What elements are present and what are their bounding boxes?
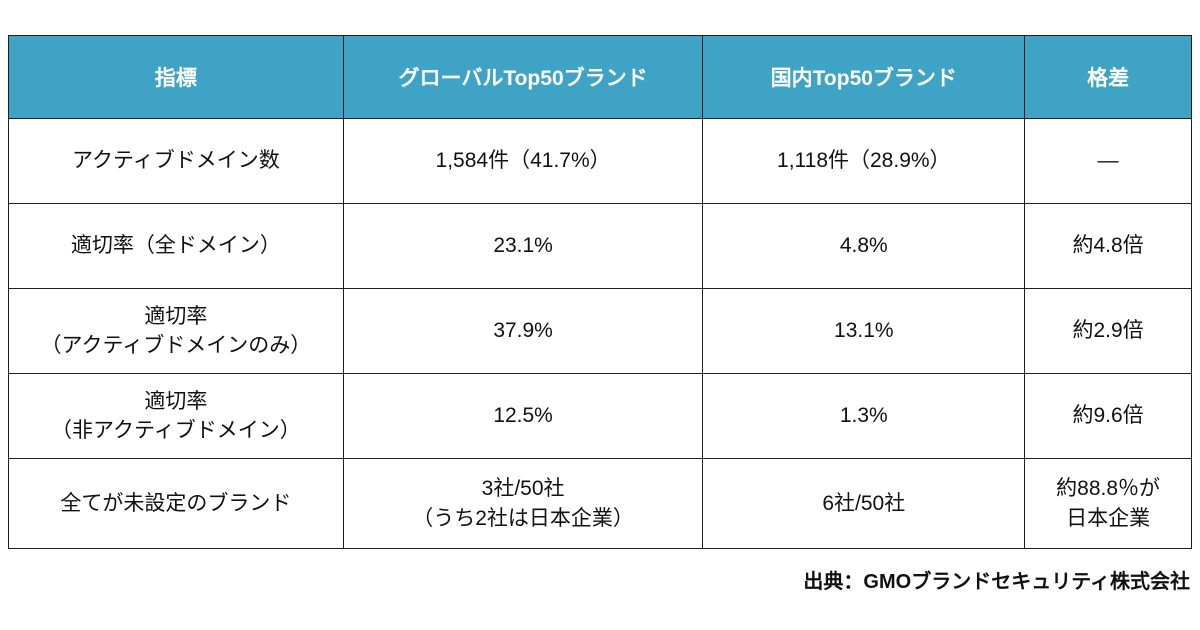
brand-comparison-table: 指標 グローバルTop50ブランド 国内Top50ブランド 格差 アクティブドメイン数…	[8, 35, 1192, 549]
data-cell: 37.9%	[342, 288, 704, 374]
data-cell: 1.3%	[702, 373, 1026, 459]
data-cell: 約2.9倍	[1024, 288, 1192, 374]
data-cell: 約4.8倍	[1024, 203, 1192, 289]
table-row: 適切率 （アクティブドメインのみ） 37.9% 13.1% 約2.9倍	[8, 288, 1192, 374]
header-cell: 格差	[1024, 35, 1192, 119]
data-cell: 約9.6倍	[1024, 373, 1192, 459]
row-label-cell: 適切率 （アクティブドメインのみ）	[8, 288, 344, 374]
data-cell: 6社/50社	[702, 458, 1026, 549]
data-cell: 3社/50社 （うち2社は日本企業）	[342, 458, 704, 549]
source-caption: 出典：GMOブランドセキュリティ株式会社	[803, 571, 1190, 593]
row-label-cell: 適切率 （非アクティブドメイン）	[8, 373, 344, 459]
data-cell: 13.1%	[702, 288, 1026, 374]
header-row: 指標 グローバルTop50ブランド 国内Top50ブランド 格差	[8, 35, 1192, 119]
header-cell: 国内Top50ブランド	[702, 35, 1026, 119]
header-cell: グローバルTop50ブランド	[342, 35, 704, 119]
header-cell: 指標	[8, 35, 344, 119]
row-label-cell: アクティブドメイン数	[8, 118, 344, 204]
data-cell: 1,118件（28.9%）	[702, 118, 1026, 204]
table-header: 指標 グローバルTop50ブランド 国内Top50ブランド 格差	[8, 35, 1192, 119]
data-cell: 4.8%	[702, 203, 1026, 289]
table-body: アクティブドメイン数 1,584件（41.7%） 1,118件（28.9%） — 適切率…	[8, 118, 1192, 549]
data-cell: 約88.8％が 日本企業	[1024, 458, 1192, 549]
data-cell: 23.1%	[342, 203, 704, 289]
table-row: 適切率（全ドメイン） 23.1% 4.8% 約4.8倍	[8, 203, 1192, 289]
data-cell: —	[1024, 118, 1192, 204]
table-row: 全てが未設定のブランド 3社/50社 （うち2社は日本企業） 6社/50社 約88.8％…	[8, 458, 1192, 549]
data-cell: 12.5%	[342, 373, 704, 459]
table-row: アクティブドメイン数 1,584件（41.7%） 1,118件（28.9%） —	[8, 118, 1192, 204]
table-row: 適切率 （非アクティブドメイン） 12.5% 1.3% 約9.6倍	[8, 373, 1192, 459]
row-label-cell: 適切率（全ドメイン）	[8, 203, 344, 289]
data-cell: 1,584件（41.7%）	[342, 118, 704, 204]
row-label-cell: 全てが未設定のブランド	[8, 458, 344, 549]
